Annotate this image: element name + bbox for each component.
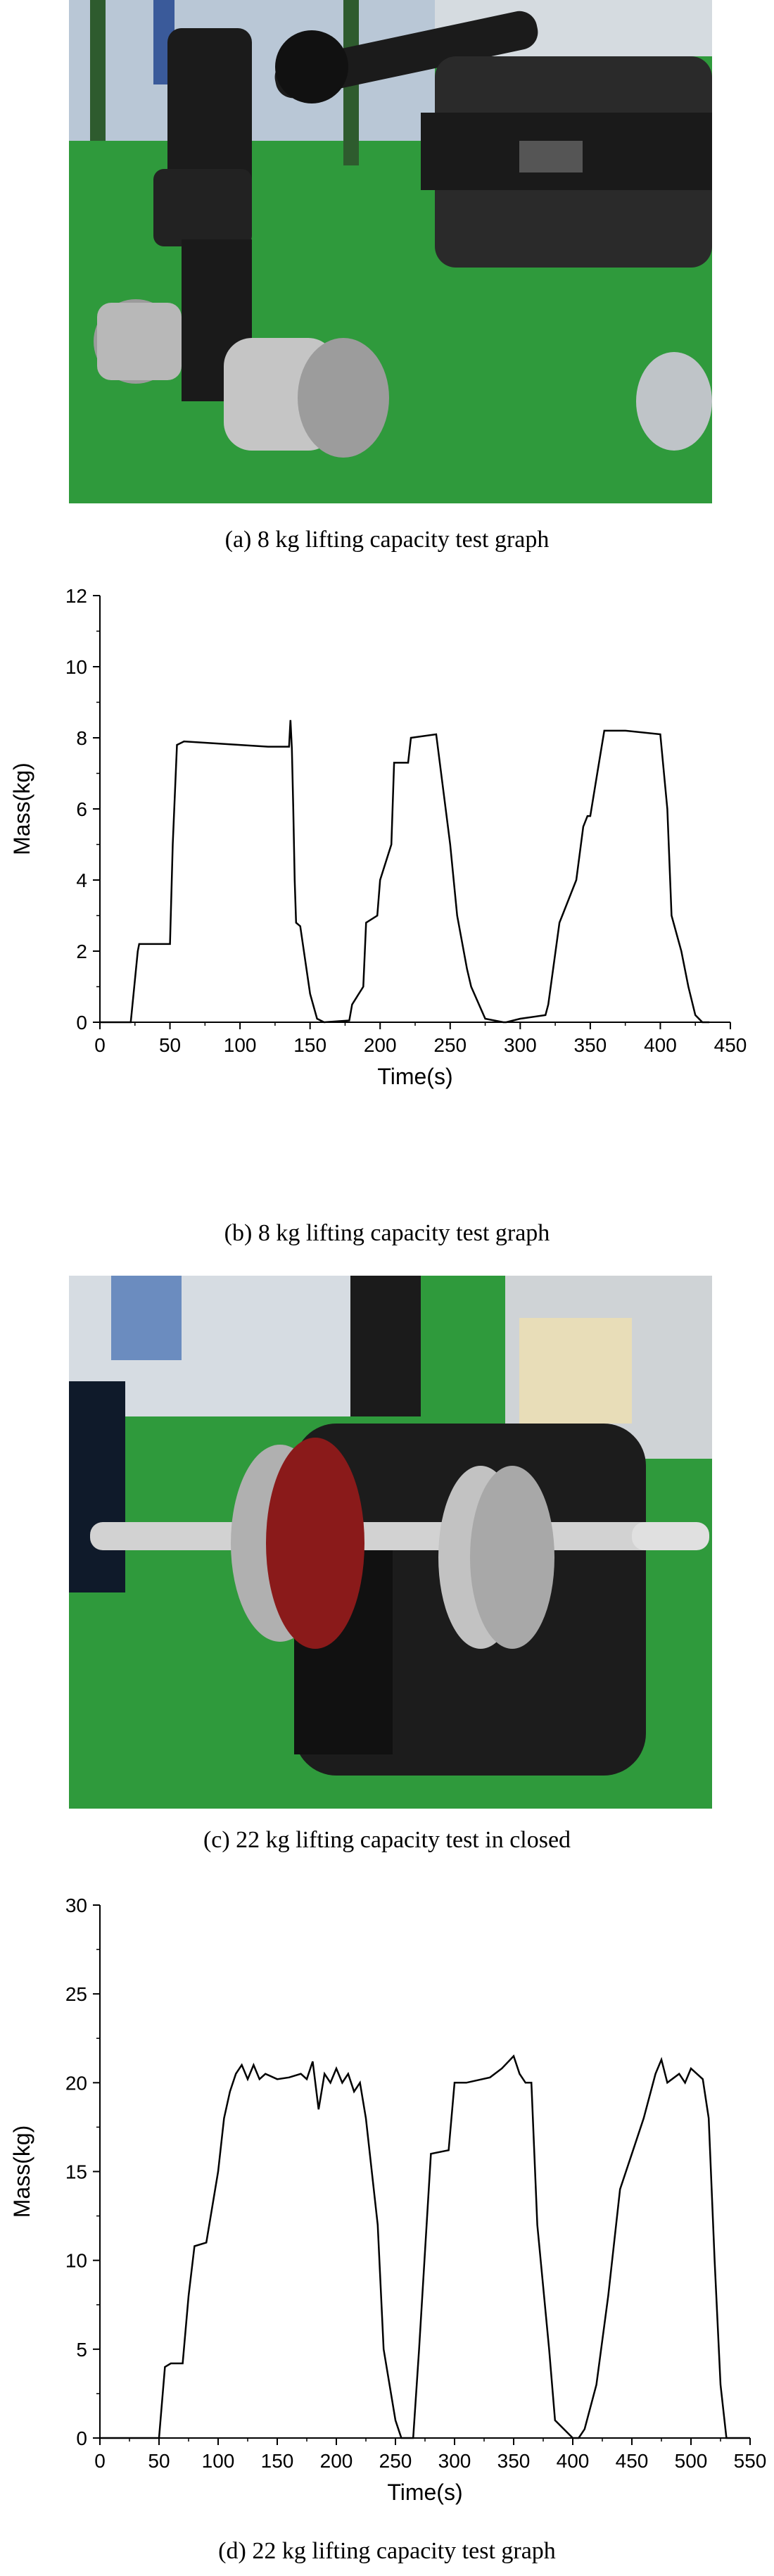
y-axis-label: Mass(kg) [9,2125,34,2218]
x-tick-label: 200 [364,1034,397,1056]
x-tick-label: 450 [616,2450,649,2472]
x-tick-label: 450 [714,1034,747,1056]
x-tick-label: 350 [574,1034,607,1056]
y-tick-label: 0 [76,1012,87,1033]
y-tick-label: 25 [65,1983,87,2005]
photo-robot-barbell-22kg-illustration [69,1276,712,1809]
y-tick-label: 12 [65,585,87,607]
x-tick-label: 350 [497,2450,531,2472]
x-tick-label: 400 [557,2450,590,2472]
y-tick-label: 8 [76,727,87,749]
x-tick-label: 400 [644,1034,677,1056]
chart-22kg-svg: 0 50 100 150 200 250 300 350 400 450 500 550 0 5 10 15 2… [9,1895,766,2505]
y-tick-label: 2 [76,941,87,962]
caption-c: (c) 22 kg lifting capacity test in close… [203,1827,571,1853]
x-tick-label: 100 [202,2450,235,2472]
x-tick-label: 100 [224,1034,257,1056]
caption-b: (b) 8 kg lifting capacity test graph [224,1220,550,1246]
caption-d: (d) 22 kg lifting capacity test graph [218,2538,556,2564]
chart-8kg-plot: 0 50 100 150 200 250 300 350 400 450 0 2 4 6 8 10 12 Time… [9,585,747,1089]
x-tick-label: 150 [293,1034,326,1056]
x-tick-label: 50 [159,1034,181,1056]
y-tick-label: 15 [65,2161,87,2183]
caption-a: (a) 8 kg lifting capacity test graph [224,527,550,553]
chart-8kg-lifting: 0 50 100 150 200 250 300 350 400 450 0 2 4 6 8 10 12 Time… [0,570,774,1176]
y-tick-label: 10 [65,656,87,678]
x-tick-label: 150 [261,2450,294,2472]
series-line-mass [100,2054,750,2439]
y-tick-label: 30 [65,1895,87,1916]
chart-8kg-svg: 0 50 100 150 200 250 300 350 400 450 0 2 4 6 8 10 12 Time… [9,585,747,1089]
x-tick-label: 500 [675,2450,708,2472]
y-tick-label: 20 [65,2072,87,2094]
x-tick-label: 250 [379,2450,412,2472]
x-tick-label: 0 [94,2450,106,2472]
x-axis-label: Time(s) [387,2480,462,2505]
x-tick-label: 550 [734,2450,767,2472]
x-tick-label: 0 [94,1034,106,1056]
chart-22kg-plot: 0 50 100 150 200 250 300 350 400 450 500 550 0 5 10 15 2… [9,1895,766,2505]
photo-robot-arm-8kg [69,0,712,503]
y-tick-label: 0 [76,2427,87,2449]
y-tick-label: 4 [76,869,87,891]
chart-22kg-lifting: 0 50 100 150 200 250 300 350 400 450 500 550 0 5 10 15 2… [0,1887,774,2520]
x-tick-label: 250 [433,1034,467,1056]
x-tick-label: 200 [320,2450,353,2472]
series-line-mass [100,720,710,1024]
y-tick-label: 5 [76,2339,87,2361]
x-axis-label: Time(s) [377,1064,452,1089]
x-tick-label: 300 [438,2450,471,2472]
y-tick-label: 6 [76,798,87,820]
y-tick-label: 10 [65,2250,87,2272]
photo-robot-arm-8kg-illustration [69,0,712,503]
y-axis-label: Mass(kg) [9,762,34,855]
x-tick-label: 300 [504,1034,537,1056]
x-tick-label: 50 [148,2450,170,2472]
photo-robot-barbell-22kg [69,1276,712,1809]
